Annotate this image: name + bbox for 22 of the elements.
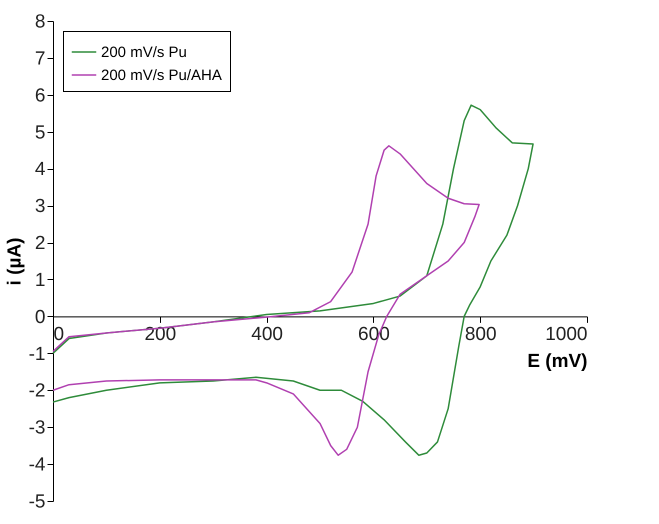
- y-axis-title: i (µA): [4, 238, 26, 286]
- x-axis-title: E (mV): [527, 350, 588, 372]
- y-tick-label: -1: [28, 344, 46, 365]
- x-tick-label: 400: [251, 324, 283, 345]
- y-tick-label: 4: [34, 159, 46, 180]
- legend-label: 200 mV/s Pu/AHA: [101, 67, 222, 84]
- x-tick-label: 1000: [545, 324, 588, 345]
- y-tick-label: 2: [34, 233, 46, 254]
- y-tick-label: 1: [34, 270, 46, 291]
- y-tick-label: 6: [34, 85, 46, 106]
- y-tick-label: 3: [34, 196, 46, 218]
- y-tick-label: 8: [34, 12, 46, 32]
- y-tick-label: -2: [28, 380, 46, 402]
- x-tick-label: 0: [54, 324, 64, 345]
- y-tick-label: 0: [34, 306, 46, 328]
- y-tick-label: 5: [34, 122, 46, 144]
- x-tick-label: 800: [464, 324, 497, 345]
- y-tick-label: -5: [28, 492, 46, 512]
- legend-label: 200 mV/s Pu: [101, 44, 187, 61]
- y-tick-label: 7: [34, 48, 46, 70]
- y-tick-label: -3: [28, 418, 46, 439]
- y-tick-label: -4: [28, 454, 46, 476]
